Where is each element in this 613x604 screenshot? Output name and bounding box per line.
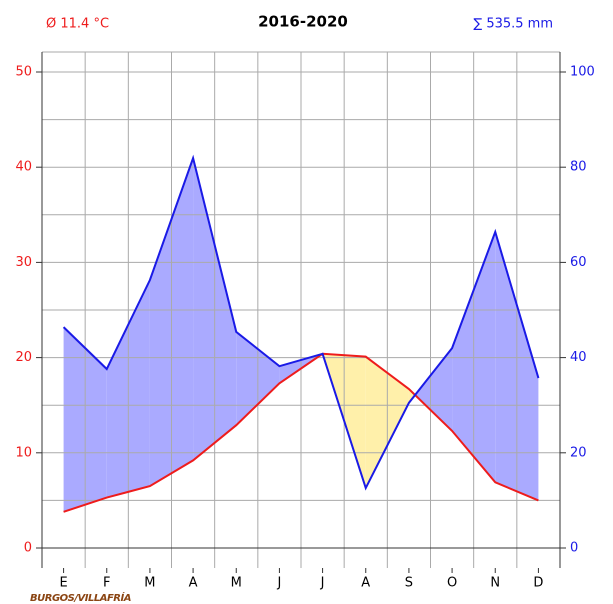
x-tick-label: M xyxy=(231,576,242,591)
y-tick-label: 10 xyxy=(15,445,32,460)
y2-tick-label: 80 xyxy=(570,160,587,175)
y-tick-label: 20 xyxy=(15,350,32,365)
x-tick-label: J xyxy=(276,576,281,591)
chart-title: 2016-2020 xyxy=(258,13,348,31)
x-tick-label: S xyxy=(405,576,413,591)
x-tick-label: D xyxy=(533,576,543,591)
precipitation-line xyxy=(62,154,540,491)
x-tick-label: A xyxy=(189,576,198,591)
station-label: BURGOS/VILLAFRÍA xyxy=(30,591,131,604)
y2-tick-label: 60 xyxy=(570,255,587,270)
x-tick-label: A xyxy=(361,576,370,591)
x-tick-label: J xyxy=(320,576,325,591)
temperature-line xyxy=(63,352,539,513)
x-tick-label: M xyxy=(144,576,155,591)
y2-tick-label: 40 xyxy=(570,350,587,365)
x-tick-label: N xyxy=(490,576,500,591)
precipitation-summary: ∑ 535.5 mm xyxy=(473,17,553,32)
x-tick-label: F xyxy=(103,576,110,591)
y-tick-label: 50 xyxy=(15,64,32,79)
y2-tick-label: 100 xyxy=(570,64,595,79)
x-tick-label: O xyxy=(447,576,457,591)
y2-tick-label: 20 xyxy=(570,445,587,460)
area-fill xyxy=(415,348,453,431)
y2-tick-label: 0 xyxy=(570,541,578,556)
y-tick-label: 0 xyxy=(24,541,32,556)
y-tick-label: 30 xyxy=(15,255,32,270)
y-tick-label: 40 xyxy=(15,160,32,175)
temperature-summary: Ø 11.4 °C xyxy=(46,17,109,32)
x-tick-label: E xyxy=(59,576,67,591)
